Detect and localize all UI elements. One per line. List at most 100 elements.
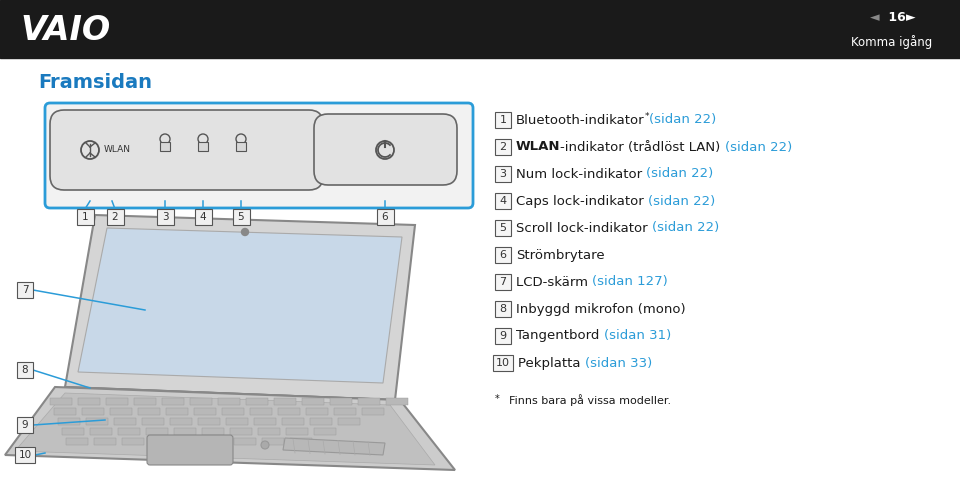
Bar <box>262 438 284 445</box>
Text: 3: 3 <box>161 212 168 222</box>
Bar <box>78 398 100 405</box>
Text: 6: 6 <box>499 250 507 260</box>
Bar <box>254 418 276 425</box>
Bar <box>86 418 108 425</box>
Text: 7: 7 <box>22 285 28 295</box>
Bar <box>160 142 170 151</box>
Text: 1: 1 <box>499 115 507 125</box>
Bar <box>62 428 84 435</box>
Text: 10: 10 <box>18 450 32 460</box>
Bar <box>162 398 184 405</box>
Text: Tangentbord: Tangentbord <box>516 329 604 343</box>
Bar <box>17 417 33 433</box>
Bar <box>150 438 172 445</box>
Bar <box>190 398 212 405</box>
Text: Pekplatta: Pekplatta <box>518 357 585 370</box>
Bar <box>82 408 104 415</box>
Bar <box>310 418 332 425</box>
Text: (sidan 127): (sidan 127) <box>592 275 668 289</box>
Bar <box>114 418 136 425</box>
FancyBboxPatch shape <box>147 435 233 465</box>
Bar <box>178 438 200 445</box>
Text: 16: 16 <box>884 11 910 24</box>
Polygon shape <box>78 228 402 383</box>
Text: ►: ► <box>906 11 916 24</box>
Bar <box>495 220 511 236</box>
Text: 5: 5 <box>238 212 244 222</box>
Bar <box>106 398 128 405</box>
Bar <box>90 428 112 435</box>
Bar <box>226 418 248 425</box>
Bar <box>107 209 124 225</box>
Bar <box>157 209 174 225</box>
Bar <box>302 398 324 405</box>
Bar <box>194 408 216 415</box>
Text: Strömbrytare: Strömbrytare <box>516 248 605 261</box>
Text: VAIO: VAIO <box>20 14 110 47</box>
FancyBboxPatch shape <box>50 110 323 190</box>
Bar <box>122 438 144 445</box>
Bar <box>77 209 94 225</box>
Circle shape <box>261 441 269 449</box>
Bar <box>386 398 408 405</box>
Text: (sidan 22): (sidan 22) <box>648 194 715 207</box>
Bar <box>17 362 33 378</box>
Bar <box>118 428 140 435</box>
Bar <box>222 408 244 415</box>
Polygon shape <box>65 215 415 400</box>
Bar <box>306 408 328 415</box>
Text: Finns bara på vissa modeller.: Finns bara på vissa modeller. <box>509 394 671 406</box>
Bar <box>166 408 188 415</box>
Bar <box>495 193 511 209</box>
Text: *: * <box>644 112 649 121</box>
FancyBboxPatch shape <box>45 103 473 208</box>
Text: Inbyggd mikrofon (mono): Inbyggd mikrofon (mono) <box>516 303 685 315</box>
Text: 3: 3 <box>499 169 507 179</box>
Bar <box>495 328 511 344</box>
Text: 6: 6 <box>382 212 388 222</box>
Text: (sidan 22): (sidan 22) <box>646 168 713 181</box>
Text: 10: 10 <box>496 358 510 368</box>
Text: 4: 4 <box>200 212 206 222</box>
Bar <box>202 428 224 435</box>
Bar <box>233 209 250 225</box>
Bar <box>50 398 72 405</box>
Text: 2: 2 <box>111 212 118 222</box>
Text: Caps lock-indikator: Caps lock-indikator <box>516 194 648 207</box>
Bar <box>195 209 212 225</box>
Polygon shape <box>283 438 385 455</box>
Bar <box>358 398 380 405</box>
Polygon shape <box>5 387 455 470</box>
Bar <box>218 398 240 405</box>
Bar <box>495 166 511 182</box>
FancyBboxPatch shape <box>314 114 457 185</box>
Bar <box>330 398 352 405</box>
Bar <box>54 408 76 415</box>
Bar <box>493 355 513 371</box>
Bar <box>246 398 268 405</box>
Bar <box>258 428 280 435</box>
Bar <box>230 428 252 435</box>
Bar <box>236 142 246 151</box>
Text: Bluetooth-indikator: Bluetooth-indikator <box>516 114 644 126</box>
Bar <box>58 418 80 425</box>
Bar <box>198 142 208 151</box>
Text: Num lock-indikator: Num lock-indikator <box>516 168 646 181</box>
Bar <box>110 408 132 415</box>
Text: 2: 2 <box>499 142 507 152</box>
Text: 8: 8 <box>499 304 507 314</box>
Bar <box>17 282 33 298</box>
Circle shape <box>242 229 249 236</box>
Text: 4: 4 <box>499 196 507 206</box>
Text: Scroll lock-indikator: Scroll lock-indikator <box>516 222 652 235</box>
Bar <box>274 398 296 405</box>
Text: Framsidan: Framsidan <box>38 72 152 91</box>
Bar <box>142 418 164 425</box>
Bar <box>250 408 272 415</box>
Bar <box>495 139 511 155</box>
Polygon shape <box>15 393 435 465</box>
Bar <box>138 408 160 415</box>
Text: 9: 9 <box>499 331 507 341</box>
Bar <box>234 438 256 445</box>
Text: (sidan 22): (sidan 22) <box>649 114 716 126</box>
